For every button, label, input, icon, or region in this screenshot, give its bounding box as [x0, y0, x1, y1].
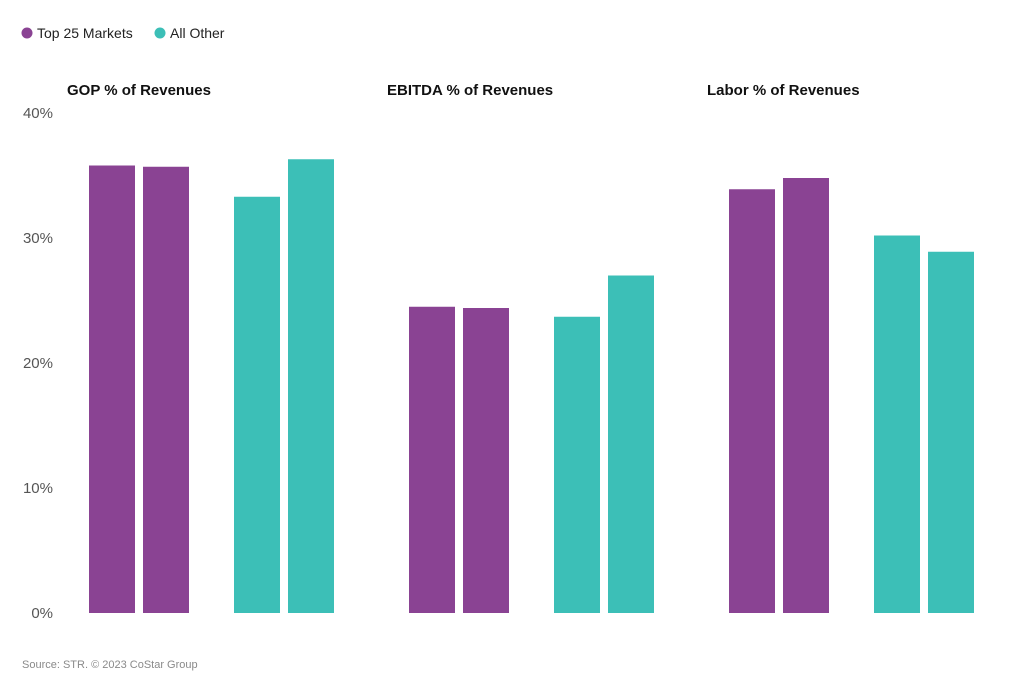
bar-top25-0 — [89, 165, 135, 613]
bar-all-other-1 — [608, 275, 654, 613]
bar-top25-1 — [143, 166, 189, 613]
bar-top25-1 — [783, 178, 829, 613]
bar-top25-0 — [409, 306, 455, 613]
y-axis: 0% 10% 20% 30% 40% — [23, 105, 53, 622]
panel-title: EBITDA % of Revenues — [387, 82, 553, 99]
panel-2: Labor % of Revenues — [707, 82, 974, 613]
legend-label-0: Top 25 Markets — [37, 25, 133, 41]
y-tick-label: 30% — [23, 230, 53, 247]
y-tick-label: 40% — [23, 105, 53, 122]
bar-all-other-1 — [928, 251, 974, 613]
legend: Top 25 Markets All Other — [21, 25, 225, 41]
bar-all-other-0 — [234, 196, 280, 613]
panel-0: GOP % of Revenues — [67, 82, 334, 613]
legend-marker-1 — [154, 27, 166, 39]
bar-all-other-0 — [874, 235, 920, 613]
legend-label-1: All Other — [170, 25, 225, 41]
legend-marker-0 — [21, 27, 33, 39]
panel-title: Labor % of Revenues — [707, 82, 860, 99]
y-tick-label: 20% — [23, 355, 53, 372]
y-tick-label: 0% — [31, 605, 53, 622]
source-note: Source: STR. © 2023 CoStar Group — [22, 659, 198, 671]
panel-title: GOP % of Revenues — [67, 82, 211, 99]
chart-panels: GOP % of Revenues EBITDA % of Revenues Lab… — [67, 82, 974, 613]
bar-all-other-0 — [554, 316, 600, 613]
bar-top25-1 — [463, 308, 509, 613]
bar-top25-0 — [729, 189, 775, 613]
bar-all-other-1 — [288, 159, 334, 613]
panel-1: EBITDA % of Revenues — [387, 82, 654, 613]
y-tick-label: 10% — [23, 480, 53, 497]
